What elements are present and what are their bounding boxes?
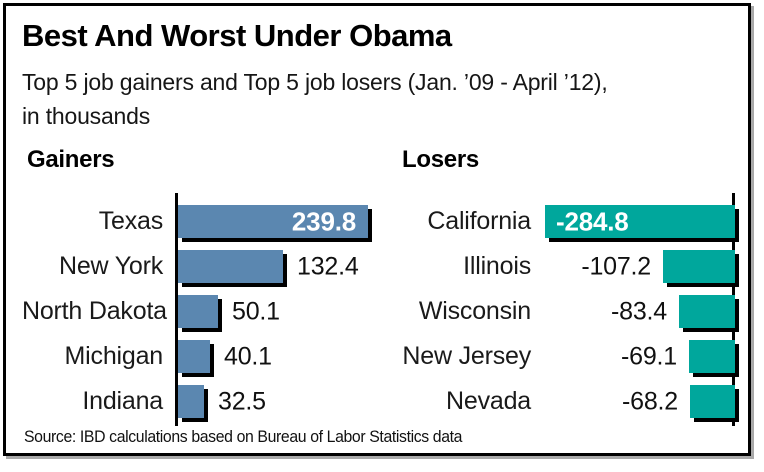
bar-row-nevada: Nevada -68.2 xyxy=(385,379,735,424)
bar-texas: 239.8 xyxy=(178,205,368,238)
bar-new-york xyxy=(178,250,283,283)
value-label-nevada: -68.2 xyxy=(622,387,678,415)
chart-frame: Best And Worst Under Obama Top 5 job gai… xyxy=(3,3,751,456)
state-label-texas: Texas xyxy=(98,207,164,235)
bar-row-illinois: Illinois -107.2 xyxy=(385,244,735,289)
value-label-michigan: 40.1 xyxy=(224,342,272,370)
value-label-new-york: 132.4 xyxy=(297,252,359,280)
state-label-california: California xyxy=(427,207,531,235)
bar-zone-michigan: 40.1 xyxy=(175,340,378,373)
bar-row-michigan: Michigan 40.1 xyxy=(22,334,378,379)
state-label-wisconsin: Wisconsin xyxy=(418,297,531,325)
bar-illinois xyxy=(663,250,735,283)
gainers-header: Gainers xyxy=(27,146,115,173)
value-label-illinois: -107.2 xyxy=(581,252,651,280)
value-label-texas: 239.8 xyxy=(291,206,356,236)
bar-zone-texas: 239.8 xyxy=(175,205,378,238)
bar-michigan xyxy=(178,340,210,373)
value-label-california: -284.8 xyxy=(556,206,629,236)
bar-row-new-jersey: New Jersey -69.1 xyxy=(385,334,735,379)
value-label-north-dakota: 50.1 xyxy=(232,297,280,325)
state-label-new-jersey: New Jersey xyxy=(402,342,531,370)
bar-california: -284.8 xyxy=(545,205,735,238)
bar-zone-wisconsin: -83.4 xyxy=(531,295,735,328)
bar-indiana xyxy=(178,385,204,418)
bar-zone-indiana: 32.5 xyxy=(175,385,378,418)
state-label-new-york: New York xyxy=(58,252,163,280)
source-note: Source: IBD calculations based on Bureau… xyxy=(24,427,463,446)
gainers-axis xyxy=(175,193,178,426)
bar-nevada xyxy=(690,385,735,418)
state-label-indiana: Indiana xyxy=(82,387,163,415)
bar-zone-illinois: -107.2 xyxy=(531,250,735,283)
bar-zone-california: -284.8 xyxy=(531,205,735,238)
chart-subtitle-line1: Top 5 job gainers and Top 5 job losers (… xyxy=(22,69,608,95)
value-label-new-jersey: -69.1 xyxy=(621,342,677,370)
losers-panel: California -284.8 Illinois -107.2 Wisconsin -… xyxy=(385,193,735,426)
state-label-illinois: Illinois xyxy=(463,252,531,280)
bar-wisconsin xyxy=(679,295,735,328)
bar-zone-north-dakota: 50.1 xyxy=(175,295,378,328)
losers-header: Losers xyxy=(402,146,479,173)
bar-zone-nevada: -68.2 xyxy=(531,385,735,418)
state-label-nevada: Nevada xyxy=(446,387,531,415)
value-label-wisconsin: -83.4 xyxy=(611,297,667,325)
bar-zone-new-jersey: -69.1 xyxy=(531,340,735,373)
chart-subtitle-line2: in thousands xyxy=(22,103,151,129)
bar-row-california: California -284.8 xyxy=(385,199,735,244)
bar-row-texas: Texas 239.8 xyxy=(22,199,378,244)
state-label-north-dakota: North Dakota xyxy=(22,297,167,325)
bar-row-new-york: New York 132.4 xyxy=(22,244,378,289)
bar-row-indiana: Indiana 32.5 xyxy=(22,379,378,424)
gainers-rows: Texas 239.8 New York 132.4 North Dakota 50.1 M… xyxy=(22,199,378,424)
bar-new-jersey xyxy=(689,340,735,373)
losers-rows: California -284.8 Illinois -107.2 Wisconsin -… xyxy=(385,199,735,424)
chart-title: Best And Worst Under Obama xyxy=(22,18,452,53)
chart-subtitle: Top 5 job gainers and Top 5 job losers (… xyxy=(22,65,744,133)
bar-north-dakota xyxy=(178,295,218,328)
bar-row-north-dakota: North Dakota 50.1 xyxy=(22,289,378,334)
value-label-indiana: 32.5 xyxy=(218,387,266,415)
gainers-panel: Texas 239.8 New York 132.4 North Dakota 50.1 M… xyxy=(22,193,378,426)
bar-zone-new-york: 132.4 xyxy=(175,250,378,283)
bar-row-wisconsin: Wisconsin -83.4 xyxy=(385,289,735,334)
state-label-michigan: Michigan xyxy=(64,342,164,370)
